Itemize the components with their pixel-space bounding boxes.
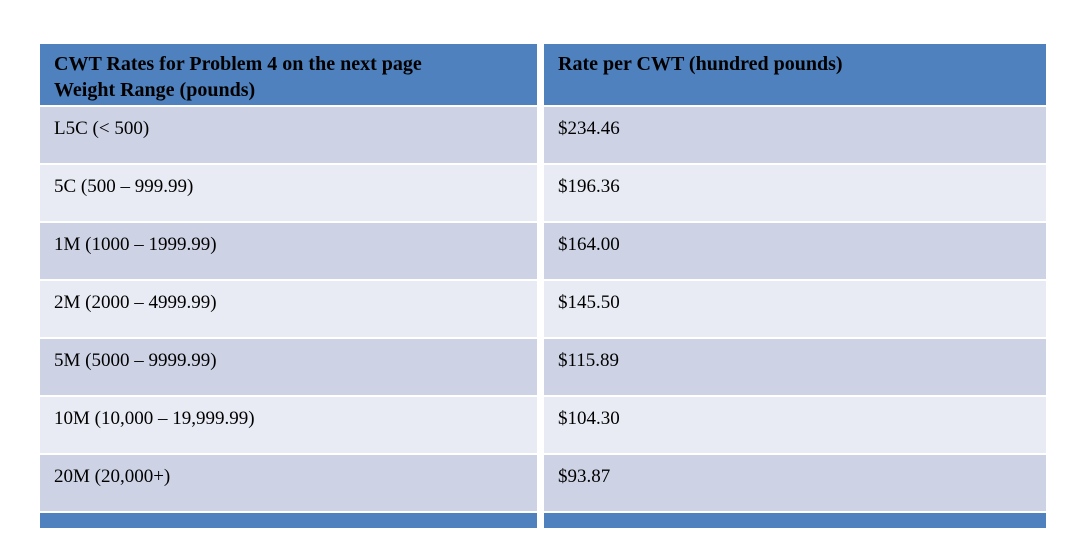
table-title-line1: CWT Rates for Problem 4 on the next page: [54, 53, 422, 75]
table-footer-bar: [40, 513, 1046, 528]
rate-cell: $164.00: [544, 223, 1046, 279]
rate-cell: $196.36: [544, 165, 1046, 221]
table-title-line2: Weight Range (pounds): [54, 79, 256, 101]
table-row: 1M (1000 – 1999.99) $164.00: [40, 223, 1046, 279]
cwt-rates-table: CWT Rates for Problem 4 on the next page…: [40, 44, 1046, 530]
table-row: 20M (20,000+) $93.87: [40, 455, 1046, 511]
rate-cell: $115.89: [544, 339, 1046, 395]
weight-range-cell: 20M (20,000+): [40, 455, 537, 511]
rate-cell: $145.50: [544, 281, 1046, 337]
weight-range-cell: L5C (< 500): [40, 107, 537, 163]
table-row: 5C (500 – 999.99) $196.36: [40, 165, 1046, 221]
footer-cell-left: [40, 513, 537, 528]
weight-range-cell: 5M (5000 – 9999.99): [40, 339, 537, 395]
header-cell-rate: Rate per CWT (hundred pounds): [544, 44, 1046, 105]
rate-cell: $104.30: [544, 397, 1046, 453]
table-row: L5C (< 500) $234.46: [40, 107, 1046, 163]
footer-cell-right: [544, 513, 1046, 528]
table-row: 10M (10,000 – 19,999.99) $104.30: [40, 397, 1046, 453]
header-cell-weight-range: CWT Rates for Problem 4 on the next page…: [40, 44, 537, 105]
rate-cell: $93.87: [544, 455, 1046, 511]
weight-range-cell: 10M (10,000 – 19,999.99): [40, 397, 537, 453]
weight-range-cell: 1M (1000 – 1999.99): [40, 223, 537, 279]
weight-range-cell: 5C (500 – 999.99): [40, 165, 537, 221]
table-row: 2M (2000 – 4999.99) $145.50: [40, 281, 1046, 337]
rate-cell: $234.46: [544, 107, 1046, 163]
table-header-row: CWT Rates for Problem 4 on the next page…: [40, 44, 1046, 105]
table-row: 5M (5000 – 9999.99) $115.89: [40, 339, 1046, 395]
weight-range-cell: 2M (2000 – 4999.99): [40, 281, 537, 337]
rate-column-header: Rate per CWT (hundred pounds): [558, 53, 843, 75]
